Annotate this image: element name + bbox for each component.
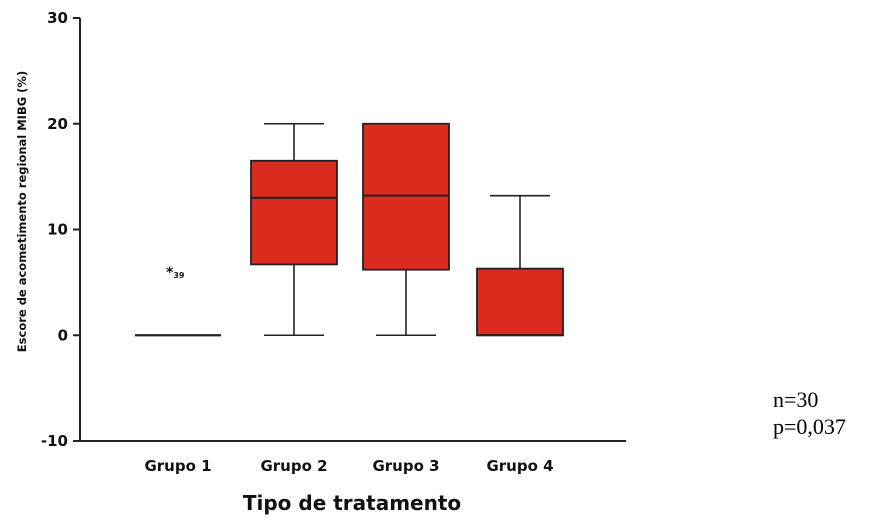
y-axis-title: Escore de acometimento regional MIBG (%)	[15, 71, 29, 352]
x-category-label: Grupo 1	[144, 457, 211, 475]
stats-annotation: n=30 p=0,037	[773, 386, 846, 440]
x-category-label: Grupo 3	[372, 457, 439, 475]
y-ticks: -10 0 10 20 30	[41, 9, 80, 450]
iqr-box	[477, 269, 563, 336]
axes	[79, 18, 626, 442]
x-axis-title: Tipo de tratamento	[243, 491, 461, 515]
sample-size-label: n=30	[773, 386, 846, 413]
box-grupo-3	[363, 124, 449, 336]
outlier-label: 39	[173, 271, 185, 280]
p-value-label: p=0,037	[773, 413, 846, 440]
boxes	[135, 124, 563, 336]
y-tick-label: 0	[58, 326, 68, 344]
y-tick-label: -10	[41, 432, 68, 450]
x-category-labels: Grupo 1 Grupo 2 Grupo 3 Grupo 4	[144, 457, 553, 475]
outliers: *39	[166, 265, 185, 281]
x-category-label: Grupo 2	[260, 457, 327, 475]
box-grupo-4	[477, 196, 563, 336]
x-category-label: Grupo 4	[486, 457, 553, 475]
iqr-box	[363, 124, 449, 270]
y-tick-label: 10	[47, 221, 68, 239]
y-tick-label: 30	[47, 9, 68, 27]
box-grupo-2	[251, 124, 337, 336]
outlier-marker: *39	[166, 265, 185, 281]
iqr-box	[251, 161, 337, 265]
y-tick-label: 20	[47, 115, 68, 133]
